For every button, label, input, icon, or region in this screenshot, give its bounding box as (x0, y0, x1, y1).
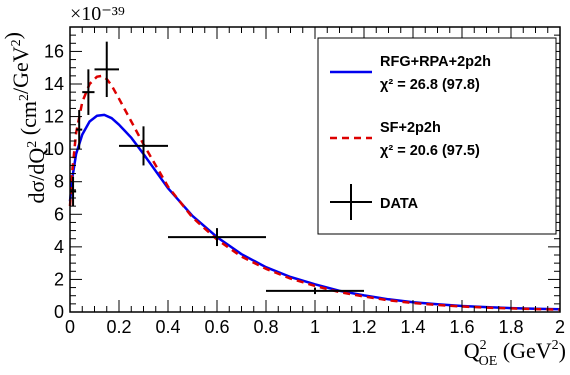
data-point (94, 41, 119, 98)
x-tick-label: 1.6 (449, 317, 474, 337)
data-point (266, 287, 364, 295)
y-tick-label: 12 (44, 107, 64, 127)
data-point (82, 69, 95, 115)
x-tick-label: 1.2 (351, 317, 376, 337)
y-tick-label: 6 (54, 204, 64, 224)
legend-label-sf: SF+2p2h (380, 120, 441, 136)
x-axis-title: Q2 OE (GeV2) (464, 338, 566, 369)
y-tick-label: 4 (54, 237, 64, 257)
legend: RFG+RPA+2p2h χ² = 26.8 (97.8) SF+2p2h χ²… (317, 37, 557, 235)
x-tick-label: 0.8 (253, 317, 278, 337)
legend-item-data: DATA (330, 184, 419, 220)
x-tick-label: 0.2 (106, 317, 131, 337)
legend-item-sf: SF+2p2h χ² = 20.6 (97.5) (330, 120, 480, 159)
axis-tick-labels: 0 0.2 0.4 0.6 0.8 1 1.2 1.4 1.6 1.8 2 0 2 4 6 8 10 12 14 16 (44, 41, 565, 337)
legend-chi2-rfg: χ² = 26.8 (97.8) (380, 77, 480, 93)
legend-chi2-sf: χ² = 20.6 (97.5) (380, 143, 480, 159)
legend-label-data: DATA (380, 196, 419, 212)
y-exponent-label: ×10⁻³⁹ (70, 3, 125, 25)
y-tick-label: 14 (44, 74, 64, 94)
x-tick-label: 1 (310, 317, 320, 337)
y-tick-label: 8 (54, 172, 64, 192)
y-tick-label: 10 (44, 139, 64, 159)
y-tick-label: 16 (44, 41, 64, 61)
legend-label-rfg: RFG+RPA+2p2h (380, 54, 491, 70)
y-axis-title: dσ/dQ2 (cm2/GeV2) (0, 32, 49, 204)
x-tick-label: 2 (555, 317, 565, 337)
x-tick-label: 1.8 (498, 317, 523, 337)
x-tick-label: 1.4 (400, 317, 425, 337)
series-line-rfg (68, 113, 561, 311)
x-tick-label: 0.4 (155, 317, 180, 337)
data-point (168, 228, 266, 247)
x-tick-label: 0.6 (204, 317, 229, 337)
x-tick-label: 0 (65, 317, 75, 337)
y-tick-label: 2 (54, 269, 64, 289)
data-point (76, 110, 83, 150)
y-tick-label: 0 (54, 302, 64, 322)
legend-item-rfg: RFG+RPA+2p2h χ² = 26.8 (97.8) (330, 54, 491, 93)
data-point (119, 126, 168, 166)
